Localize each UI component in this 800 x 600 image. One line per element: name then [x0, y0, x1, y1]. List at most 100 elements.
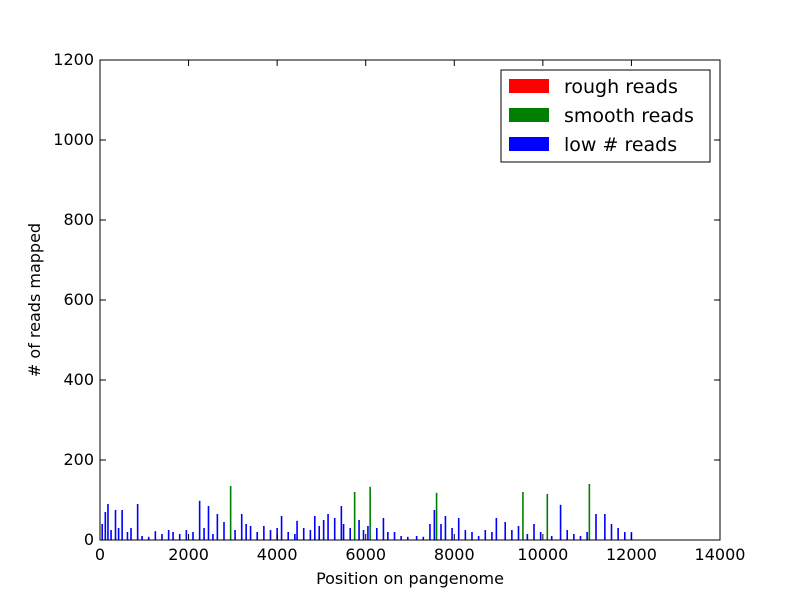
- bar-low-reads: [167, 530, 170, 540]
- bar-low-reads: [322, 520, 325, 540]
- y-tick-label: 1200: [53, 50, 94, 69]
- bar-low-reads: [495, 518, 498, 540]
- bar-low-reads: [178, 534, 181, 540]
- bar-low-reads: [375, 528, 378, 540]
- bar-low-reads: [207, 506, 210, 540]
- bar-low-reads: [203, 528, 205, 540]
- bar-low-reads: [141, 536, 143, 540]
- legend-swatch-rough: [509, 79, 549, 93]
- bar-low-reads: [387, 532, 389, 540]
- bar-low-reads: [491, 532, 493, 540]
- x-tick-label: 10000: [517, 545, 568, 564]
- bar-low-reads: [382, 518, 385, 540]
- x-tick-label: 4000: [257, 545, 298, 564]
- bar-low-reads: [550, 536, 553, 540]
- bar-low-reads: [147, 536, 150, 540]
- bar-low-reads: [433, 510, 436, 540]
- bar-low-reads: [362, 530, 365, 540]
- bar-low-reads: [249, 526, 252, 540]
- bar-low-reads: [333, 518, 336, 540]
- legend-label-rough: rough reads: [564, 76, 678, 98]
- legend-label-low: low # reads: [564, 134, 677, 156]
- y-tick-label: 1000: [53, 130, 94, 149]
- bar-low-reads: [422, 536, 425, 540]
- bar-low-reads: [573, 534, 575, 540]
- bar-low-reads: [172, 532, 174, 540]
- y-tick-label: 200: [63, 450, 94, 469]
- x-tick-label: 2000: [168, 545, 209, 564]
- bar-smooth-reads: [369, 486, 371, 540]
- bar-low-reads: [114, 510, 117, 540]
- bar-low-reads: [586, 532, 588, 540]
- bar-low-reads: [185, 530, 188, 540]
- y-tick-label: 400: [63, 370, 94, 389]
- bar-low-reads: [504, 522, 507, 540]
- x-tick-label: 12000: [606, 545, 657, 564]
- bar-low-reads: [444, 516, 447, 540]
- legend-swatch-low: [509, 137, 549, 151]
- bar-low-reads: [511, 530, 513, 540]
- bar-low-reads: [400, 536, 402, 540]
- bar-low-reads: [358, 520, 360, 540]
- bar-low-reads: [263, 526, 265, 540]
- bar-low-reads: [234, 530, 236, 540]
- legend-swatch-smooth: [509, 108, 549, 122]
- bar-smooth-reads: [546, 494, 549, 540]
- x-tick-label: 0: [95, 545, 105, 564]
- x-axis-label: Position on pangenome: [316, 569, 504, 588]
- bar-low-reads: [617, 528, 619, 540]
- y-tick-label: 0: [84, 530, 94, 549]
- bar-low-reads: [136, 504, 139, 540]
- bar-low-reads: [212, 534, 214, 540]
- bar-low-reads: [471, 532, 473, 540]
- bar-low-reads: [192, 532, 194, 540]
- bar-low-reads: [216, 514, 219, 540]
- bar-low-reads: [349, 528, 352, 540]
- bar-smooth-reads: [435, 492, 438, 540]
- ticks-layer: 0 2000 4000 6000 8000 10000 12000 14000 0 200 400 6…: [53, 50, 745, 564]
- bar-smooth-reads: [588, 484, 591, 540]
- y-axis-label: # of reads mapped: [25, 223, 44, 377]
- bar-low-reads: [415, 536, 418, 540]
- bar-low-reads: [517, 526, 520, 540]
- bar-low-reads: [101, 524, 104, 540]
- bar-low-reads: [429, 524, 431, 540]
- bar-low-reads: [294, 534, 296, 540]
- bar-smooth-reads: [522, 492, 524, 540]
- bars-layer: [101, 484, 633, 540]
- bar-low-reads: [198, 500, 201, 540]
- bar-low-reads: [623, 532, 626, 540]
- bar-low-reads: [313, 516, 316, 540]
- bar-low-reads: [269, 530, 272, 540]
- bar-low-reads: [526, 534, 529, 540]
- y-tick-label: 800: [63, 210, 94, 229]
- bar-low-reads: [559, 504, 562, 540]
- bar-low-reads: [223, 522, 225, 540]
- legend-label-smooth: smooth reads: [564, 105, 694, 127]
- bar-low-reads: [440, 524, 442, 540]
- bar-low-reads: [302, 528, 305, 540]
- bar-low-reads: [610, 524, 613, 540]
- y-tick-label: 600: [63, 290, 94, 309]
- bar-low-reads: [245, 524, 247, 540]
- x-tick-label: 14000: [695, 545, 746, 564]
- bar-low-reads: [393, 532, 396, 540]
- x-tick-label: 8000: [434, 545, 475, 564]
- bar-low-reads: [342, 524, 345, 540]
- bar-low-reads: [604, 514, 606, 540]
- plot-frame: [99, 59, 721, 541]
- bar-low-reads: [579, 536, 582, 540]
- bar-low-reads: [296, 520, 298, 540]
- bar-low-reads: [104, 512, 107, 540]
- bar-low-reads: [154, 531, 157, 540]
- bar-low-reads: [110, 530, 112, 540]
- bar-low-reads: [240, 514, 243, 540]
- bar-low-reads: [256, 532, 259, 540]
- bar-low-reads: [484, 530, 487, 540]
- bar-low-reads: [340, 506, 343, 540]
- legend: rough reads smooth reads low # reads: [500, 69, 711, 163]
- bar-low-reads: [367, 526, 369, 540]
- bar-low-reads: [318, 526, 321, 540]
- bar-low-reads: [327, 514, 329, 540]
